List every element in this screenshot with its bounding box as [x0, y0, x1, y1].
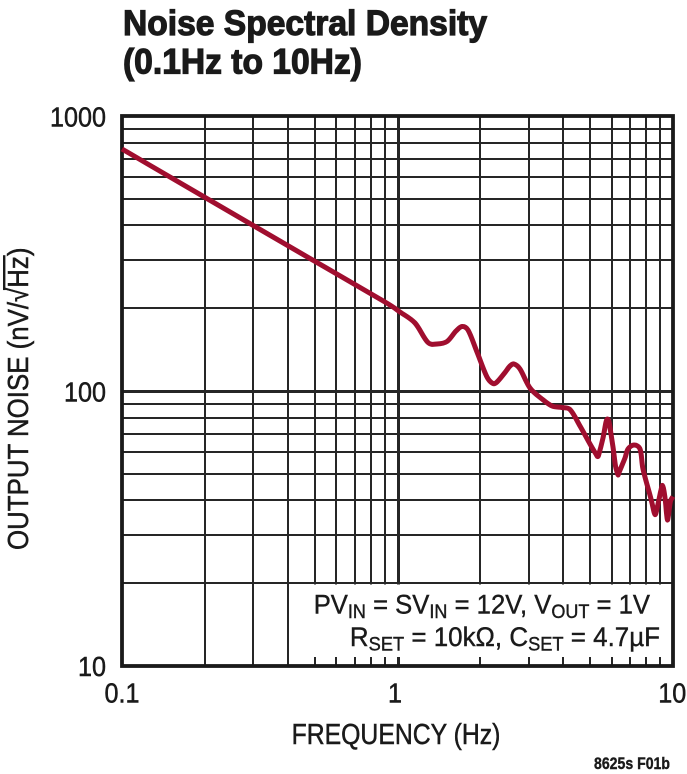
svg-text:8625s F01b: 8625s F01b — [594, 755, 670, 774]
svg-text:(0.1Hz to 10Hz): (0.1Hz to 10Hz) — [123, 43, 362, 82]
svg-text:10: 10 — [658, 677, 686, 709]
svg-text:Noise Spectral Density: Noise Spectral Density — [123, 4, 487, 43]
svg-text:OUTPUT NOISE (nV/√Hz): OUTPUT NOISE (nV/√Hz) — [2, 248, 35, 550]
svg-text:0.1: 0.1 — [104, 677, 139, 709]
svg-text:10: 10 — [78, 651, 106, 683]
svg-text:100: 100 — [64, 376, 106, 408]
svg-text:FREQUENCY (Hz): FREQUENCY (Hz) — [292, 718, 501, 750]
svg-text:PVIN = SVIN = 12V, VOUT = 1V: PVIN = SVIN = 12V, VOUT = 1V — [314, 589, 651, 622]
svg-text:1000: 1000 — [50, 101, 106, 133]
svg-text:1: 1 — [388, 677, 402, 709]
